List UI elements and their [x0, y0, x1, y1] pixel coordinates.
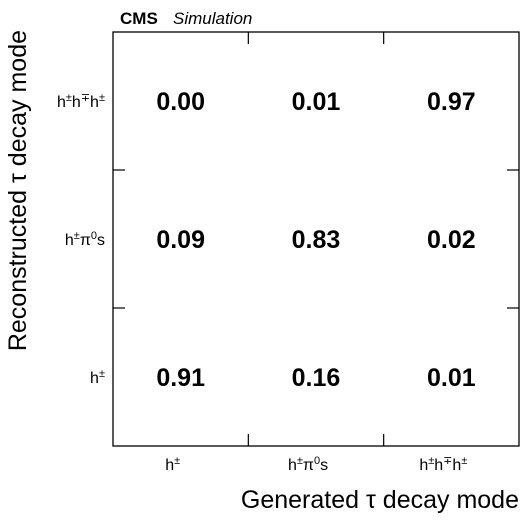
matrix-cells: 0.91 0.16 0.01 0.09 0.83 0.02 0.00 0.01 0.97	[156, 88, 475, 392]
status-label: Simulation	[173, 9, 252, 28]
cell-value-1-1: 0.83	[292, 226, 341, 254]
x-tick-label-2: h±h∓h±	[419, 455, 467, 474]
cell-value-2-0: 0.00	[156, 88, 205, 116]
y-axis-label: Reconstructed τ decay mode	[4, 30, 32, 351]
y-tick-label-1: h±π0s	[65, 230, 105, 249]
y-tick-labels: h± h±π0s h±h∓h±	[57, 92, 105, 387]
cell-value-1-2: 0.02	[427, 226, 476, 254]
axis-ticks	[113, 32, 519, 446]
y-tick-label-0: h±	[90, 368, 105, 387]
cell-value-1-0: 0.09	[156, 226, 205, 254]
cell-value-0-0: 0.91	[156, 364, 205, 392]
experiment-label: CMS	[120, 9, 158, 28]
cell-value-0-1: 0.16	[292, 364, 341, 392]
cell-value-2-2: 0.97	[427, 88, 476, 116]
x-tick-label-1: h±π0s	[288, 455, 328, 474]
plot-frame	[112, 31, 520, 447]
cell-value-0-2: 0.01	[427, 364, 476, 392]
x-axis-label: Generated τ decay mode	[241, 486, 519, 514]
cell-value-2-1: 0.01	[292, 88, 341, 116]
y-tick-label-2: h±h∓h±	[57, 92, 105, 111]
cms-header: CMS Simulation	[120, 9, 252, 28]
x-tick-labels: h± h±π0s h±h∓h±	[165, 455, 467, 474]
x-tick-label-0: h±	[165, 455, 180, 474]
